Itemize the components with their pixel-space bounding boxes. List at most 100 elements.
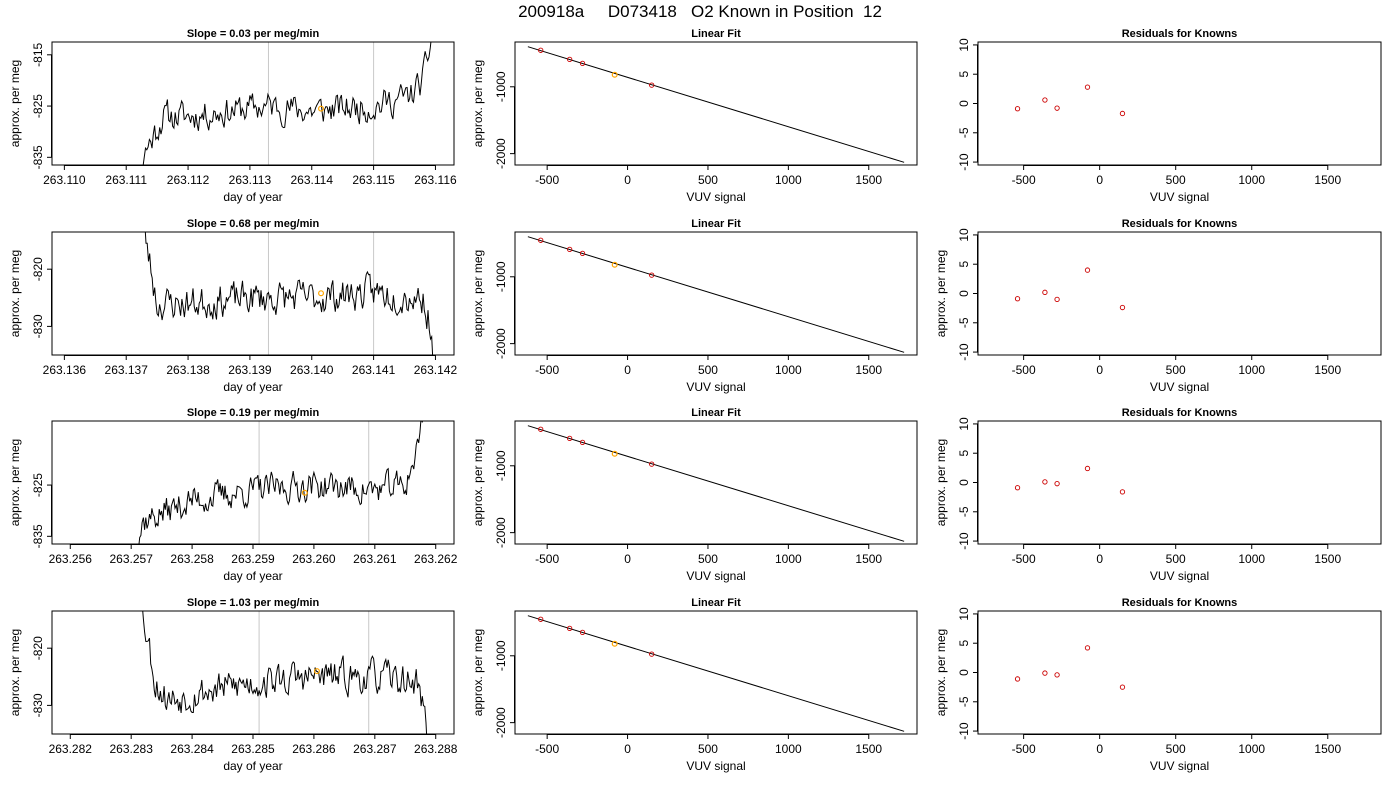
y-axis-label: approx. per meg — [8, 60, 22, 147]
y-tick-label: -820 — [31, 257, 45, 281]
panel-title: Linear Fit — [691, 218, 741, 230]
panel-title: Linear Fit — [691, 28, 741, 40]
plot-frame — [51, 610, 455, 735]
x-axis: -500 0 500 1000 1500 VUV signal — [535, 355, 882, 394]
x-tick-label: 263.283 — [109, 742, 153, 756]
y-axis-label: approx. per meg — [471, 439, 485, 526]
x-tick-label: 263.138 — [166, 363, 210, 377]
x-tick-label: 263.288 — [414, 742, 458, 756]
y-tick-label: -5 — [957, 506, 971, 517]
y-axis-label: approx. per meg — [8, 629, 22, 716]
y-tick-label: -2000 — [494, 328, 508, 359]
y-axis-label: approx. per meg — [471, 629, 485, 716]
y-axis-label: approx. per meg — [934, 250, 948, 337]
x-tick-label: 500 — [698, 173, 718, 187]
known-point — [1054, 105, 1060, 111]
y-tick-label: 0 — [957, 290, 971, 297]
known-point — [1014, 676, 1021, 682]
known-point — [538, 616, 544, 622]
x-tick-label: 263.286 — [292, 742, 336, 756]
x-tick-label: 500 — [698, 742, 718, 756]
panel-2-2: Linear Fit -500 0 500 1000 1500 VUV signal -100… — [471, 218, 918, 394]
x-tick-label: 1000 — [775, 363, 802, 377]
plot-frame — [514, 231, 918, 356]
y-tick-label: 10 — [957, 417, 971, 431]
known-point — [1042, 97, 1048, 103]
known-point — [1042, 670, 1048, 676]
y-tick-label: -10 — [957, 532, 971, 550]
known-point — [567, 435, 573, 442]
y-tick-label: 10 — [957, 607, 971, 621]
x-axis: -500 0 500 1000 1500 VUV signal — [1012, 165, 1341, 204]
x-tick-label: 0 — [624, 363, 631, 377]
plot-frame — [977, 610, 1382, 735]
x-tick-label: 1000 — [1238, 363, 1265, 377]
known-point — [579, 250, 586, 257]
y-tick-label: -1000 — [494, 640, 508, 671]
x-tick-label: 1000 — [1238, 742, 1265, 756]
y-axis-label: approx. per meg — [934, 629, 948, 716]
y-tick-label: 10 — [957, 38, 971, 52]
plot-area — [144, 232, 434, 355]
y-axis-label: approx. per meg — [8, 439, 22, 526]
x-tick-label: 500 — [698, 363, 718, 377]
x-tick-label: -500 — [535, 552, 559, 566]
x-tick-label: 0 — [624, 552, 631, 566]
sample-point — [611, 450, 618, 457]
known-point — [1119, 110, 1126, 117]
known-point — [1084, 465, 1091, 472]
sample-point — [318, 105, 325, 112]
x-tick-label: 263.256 — [49, 552, 93, 566]
known-point — [567, 246, 573, 253]
panel-title: Residuals for Knowns — [1122, 28, 1238, 40]
known-point — [649, 272, 655, 278]
x-axis-label: day of year — [223, 759, 282, 773]
x-tick-label: 500 — [1166, 363, 1186, 377]
x-tick-label: 1500 — [855, 742, 882, 756]
x-axis: -500 0 500 1000 1500 VUV signal — [1012, 544, 1341, 583]
y-tick-label: -10 — [957, 153, 971, 171]
x-tick-label: 263.112 — [167, 173, 210, 187]
known-point — [538, 47, 544, 53]
y-tick-label: -2000 — [494, 138, 508, 169]
x-tick-label: 263.111 — [105, 173, 147, 187]
y-axis: -1000 -2000 approx. per meg — [471, 629, 515, 738]
panel-3-3: Residuals for Knowns -500 0 500 1000 1500 VUV … — [934, 407, 1382, 583]
y-axis-label: approx. per meg — [934, 439, 948, 526]
x-tick-label: 0 — [624, 742, 631, 756]
panel-1-2: Linear Fit -500 0 500 1000 1500 VUV signal -100… — [471, 28, 918, 204]
y-tick-label: -2000 — [494, 707, 508, 738]
plot-frame — [977, 231, 1382, 356]
sample-point — [611, 640, 618, 647]
x-tick-label: 1500 — [1314, 363, 1341, 377]
plot-frame — [514, 420, 918, 545]
x-tick-label: 1000 — [775, 552, 802, 566]
x-tick-label: 263.287 — [353, 742, 397, 756]
x-tick-label: 1000 — [1238, 173, 1265, 187]
known-point — [649, 82, 655, 88]
x-tick-label: -500 — [535, 363, 559, 377]
known-point — [1054, 481, 1060, 487]
x-tick-label: 263.114 — [291, 173, 334, 187]
fit-line — [527, 615, 905, 732]
x-tick-label: 263.258 — [170, 552, 214, 566]
x-axis-label: day of year — [223, 190, 282, 204]
y-axis-label: approx. per meg — [471, 60, 485, 147]
known-point — [538, 237, 544, 243]
y-tick-label: 5 — [957, 261, 971, 268]
x-axis: -500 0 500 1000 1500 VUV signal — [1012, 355, 1341, 394]
x-axis-label: VUV signal — [1150, 380, 1209, 394]
y-tick-label: -835 — [31, 145, 45, 169]
known-point — [567, 56, 573, 63]
x-tick-label: 1000 — [1238, 552, 1265, 566]
panel-title: Slope = 0.68 per meg/min — [187, 218, 320, 230]
plot-frame — [977, 41, 1382, 166]
x-axis: 263.282 263.283 263.284 263.285 263.286 263.2… — [49, 734, 458, 773]
plot-area — [1014, 84, 1126, 117]
x-tick-label: -500 — [1012, 173, 1036, 187]
y-axis: -1000 -2000 approx. per meg — [471, 60, 515, 169]
y-tick-label: -1000 — [494, 71, 508, 102]
y-tick-label: -5 — [957, 317, 971, 328]
x-tick-label: 1000 — [775, 742, 802, 756]
